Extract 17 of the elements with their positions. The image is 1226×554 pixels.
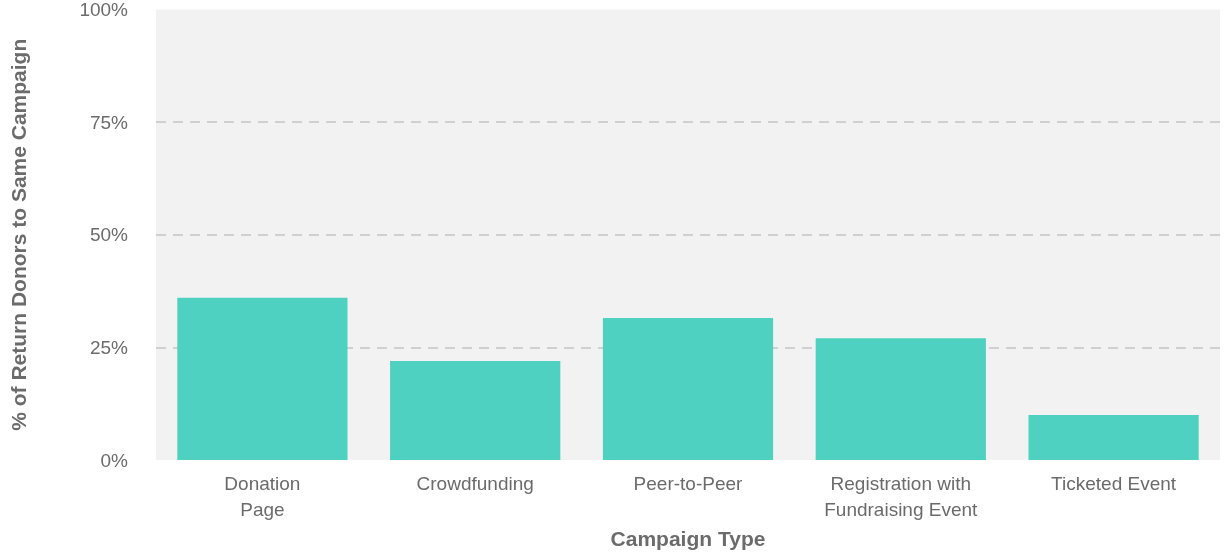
x-tick-label: Donation Page xyxy=(224,472,301,520)
x-tick-label: Peer-to-Peer xyxy=(633,472,744,494)
bar xyxy=(390,360,561,460)
x-tick-label: Registration with Fundraising Event xyxy=(824,472,979,520)
y-tick-label: 50% xyxy=(89,224,129,246)
bar xyxy=(602,318,774,460)
bar xyxy=(177,297,348,460)
bar xyxy=(1028,414,1199,460)
y-tick-label: 25% xyxy=(89,336,129,358)
y-tick-label: 100% xyxy=(79,0,129,20)
bar xyxy=(815,338,986,460)
y-axis-title: % of Return Donors to Same Campaign xyxy=(7,38,30,431)
x-tick-label: Crowdfunding xyxy=(416,472,534,494)
y-tick-label: 0% xyxy=(100,449,129,471)
x-tick-label: Ticketed Event xyxy=(1051,472,1177,494)
y-tick-label: 75% xyxy=(89,111,129,133)
x-axis-title: Campaign Type xyxy=(610,527,766,550)
